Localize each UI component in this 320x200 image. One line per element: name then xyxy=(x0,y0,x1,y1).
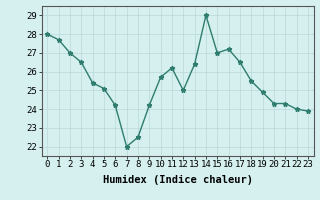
X-axis label: Humidex (Indice chaleur): Humidex (Indice chaleur) xyxy=(103,175,252,185)
